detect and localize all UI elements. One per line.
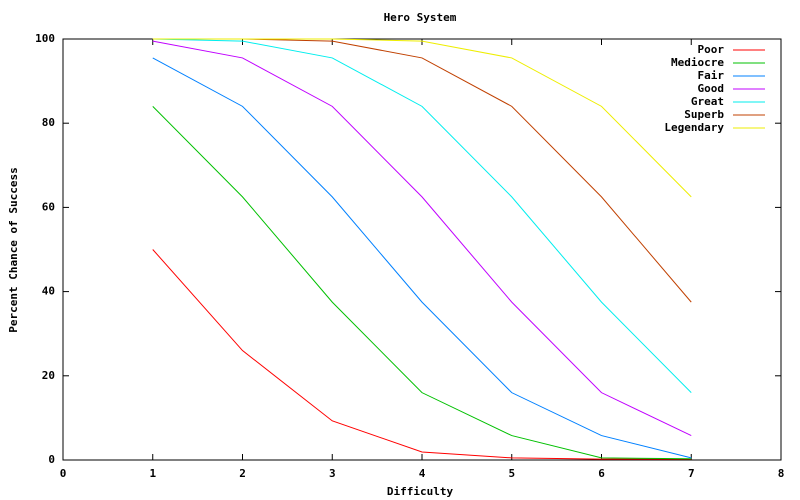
y-tick-label: 0 <box>48 453 55 466</box>
y-tick-label: 40 <box>42 285 55 298</box>
legend-label: Legendary <box>664 121 724 134</box>
x-tick-label: 1 <box>149 467 156 480</box>
x-tick-label: 0 <box>60 467 67 480</box>
legend-label: Superb <box>684 108 724 121</box>
x-tick-label: 8 <box>778 467 785 480</box>
y-tick-label: 100 <box>35 32 55 45</box>
series-line <box>152 106 692 460</box>
series-line <box>152 38 692 198</box>
chart-title: Hero System <box>384 11 457 24</box>
x-tick-label: 3 <box>329 467 336 480</box>
x-axis-label: Difficulty <box>387 485 454 498</box>
x-tick-label: 6 <box>598 467 605 480</box>
series-line <box>152 57 692 459</box>
y-tick-label: 20 <box>42 369 55 382</box>
series-line <box>152 38 692 303</box>
series-line <box>152 38 692 393</box>
legend-label: Good <box>698 82 725 95</box>
legend-label: Mediocre <box>671 56 724 69</box>
y-tick-label: 80 <box>42 116 55 129</box>
y-axis-label: Percent Chance of Success <box>7 167 20 333</box>
x-tick-label: 4 <box>419 467 426 480</box>
legend-label: Poor <box>698 43 725 56</box>
legend-label: Great <box>691 95 724 108</box>
x-tick-label: 2 <box>239 467 246 480</box>
plot-frame <box>62 38 782 461</box>
series-line <box>152 40 692 437</box>
x-tick-label: 7 <box>688 467 695 480</box>
series-line <box>152 249 692 460</box>
legend-label: Fair <box>698 69 725 82</box>
y-tick-label: 60 <box>42 200 55 213</box>
x-tick-label: 5 <box>508 467 515 480</box>
